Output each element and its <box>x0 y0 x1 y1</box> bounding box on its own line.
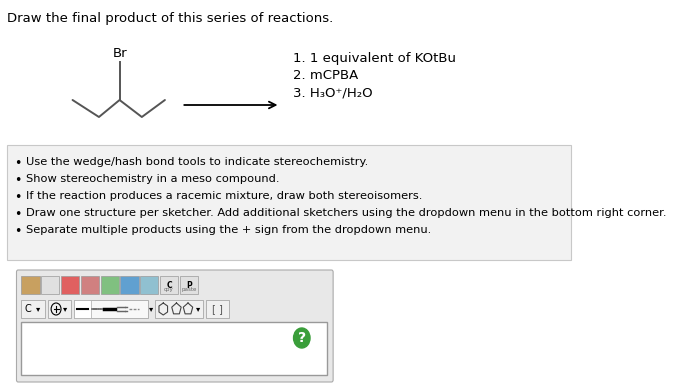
Bar <box>140 276 158 294</box>
Bar <box>22 300 45 318</box>
Circle shape <box>293 328 310 348</box>
Text: •: • <box>15 225 22 238</box>
Text: ▾: ▾ <box>63 305 67 313</box>
Text: •: • <box>15 208 22 221</box>
Text: •: • <box>15 191 22 204</box>
Text: •: • <box>15 157 22 170</box>
Text: ▾: ▾ <box>149 305 153 313</box>
FancyBboxPatch shape <box>17 270 333 382</box>
Bar <box>206 300 229 318</box>
Text: Br: Br <box>112 47 127 60</box>
Text: Separate multiple products using the + sign from the dropdown menu.: Separate multiple products using the + s… <box>27 225 432 235</box>
Bar <box>74 300 148 318</box>
Text: Draw the final product of this series of reactions.: Draw the final product of this series of… <box>6 12 332 25</box>
Text: ▾: ▾ <box>196 305 200 313</box>
Text: paste: paste <box>181 287 197 292</box>
Text: 2. mCPBA: 2. mCPBA <box>293 69 358 82</box>
Text: Use the wedge/hash bond tools to indicate stereochemistry.: Use the wedge/hash bond tools to indicat… <box>27 157 369 167</box>
Bar <box>101 276 119 294</box>
Text: P: P <box>186 281 192 290</box>
Bar <box>120 276 139 294</box>
Text: 1. 1 equivalent of KOtBu: 1. 1 equivalent of KOtBu <box>293 52 456 65</box>
Text: C: C <box>25 304 32 314</box>
Bar <box>6 145 570 260</box>
Text: Draw one structure per sketcher. Add additional sketchers using the dropdown men: Draw one structure per sketcher. Add add… <box>27 208 667 218</box>
Bar <box>180 276 198 294</box>
Text: 3. H₃O⁺/H₂O: 3. H₃O⁺/H₂O <box>293 86 372 99</box>
Bar <box>155 300 203 318</box>
Bar <box>80 276 99 294</box>
Text: C: C <box>166 281 172 290</box>
Text: •: • <box>15 174 22 187</box>
Text: Show stereochemistry in a meso compound.: Show stereochemistry in a meso compound. <box>27 174 280 184</box>
Text: [ ]: [ ] <box>212 304 223 314</box>
Text: ▾: ▾ <box>36 305 40 313</box>
Text: cpy: cpy <box>164 287 174 292</box>
Bar <box>48 300 71 318</box>
Bar <box>41 276 60 294</box>
Bar <box>61 276 79 294</box>
Bar <box>22 322 326 375</box>
Bar <box>22 276 40 294</box>
Text: If the reaction produces a racemic mixture, draw both stereoisomers.: If the reaction produces a racemic mixtu… <box>27 191 423 201</box>
Bar <box>160 276 178 294</box>
Bar <box>74 300 91 318</box>
Text: ?: ? <box>298 331 306 345</box>
